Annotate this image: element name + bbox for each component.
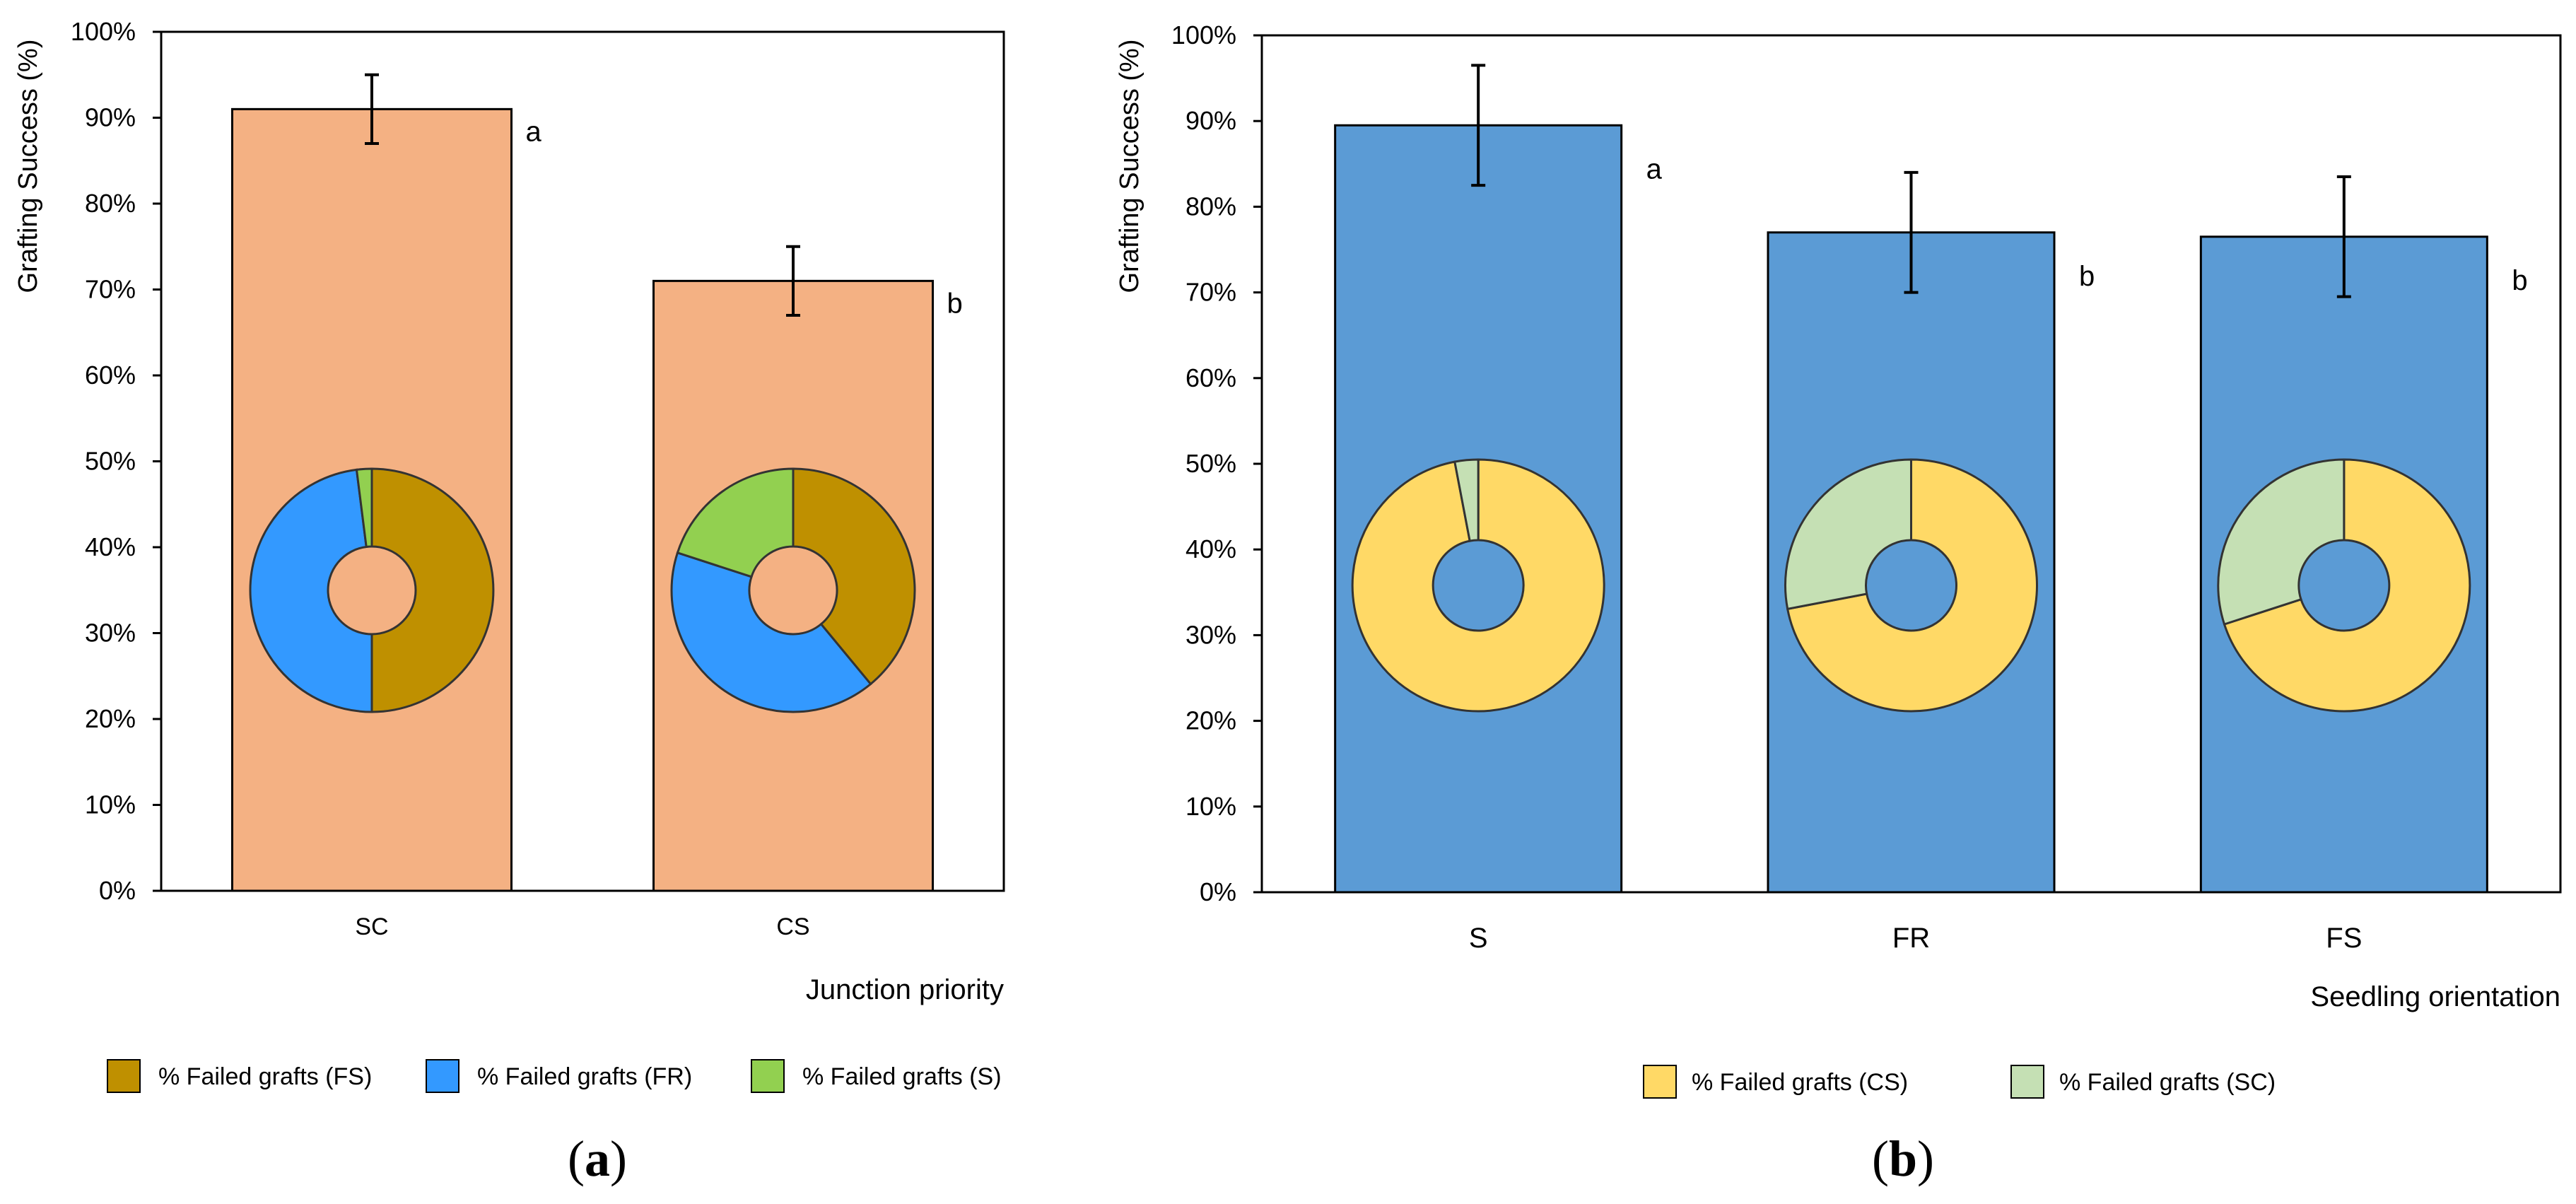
panel-b-error-bar-S <box>1471 64 1486 187</box>
panel-a-ytick-label: 50% <box>85 447 136 476</box>
panel-b-category-label-FS: FS <box>2326 923 2362 954</box>
panel-b-donut-slice-S-0 <box>1351 458 1605 713</box>
panel-a-ytick-label: 0% <box>99 876 136 905</box>
panel-a-ytick-label: 20% <box>85 704 136 733</box>
panel-b-donut-slice-FS-1 <box>2217 458 2346 626</box>
panel-b-donut-FR <box>1784 458 2038 713</box>
panel-b-legend-label: % Failed grafts (SC) <box>2059 1069 2276 1096</box>
panel-b-ytick-label: 40% <box>1185 534 1236 563</box>
panel-b-legend-swatch <box>2010 1065 2044 1099</box>
panel-b-ytick-label: 10% <box>1185 792 1236 821</box>
panel-b-donut-slice-S-1 <box>1453 458 1480 542</box>
panel-a-donut-slice-CS-1 <box>670 551 872 713</box>
panel-b-ytick-label: 80% <box>1185 192 1236 221</box>
panel-b-donut-S <box>1351 458 1605 713</box>
panel-b-caption-label: b <box>1889 1130 1917 1187</box>
panel-a-legend-label: % Failed grafts (FR) <box>477 1063 692 1090</box>
panel-b-category-label-S: S <box>1469 923 1488 954</box>
panel-a-donut-slice-SC-2 <box>355 467 373 549</box>
panel-a-ytick-label: 80% <box>85 189 136 218</box>
panel-a-ytick-label: 10% <box>85 790 136 819</box>
panel-a-xlabel: Junction priority <box>806 974 1004 1005</box>
panel-a-donut-slice-CS-0 <box>792 467 916 686</box>
panel-b-donut-slice-FR-0 <box>1786 458 2038 713</box>
panel-b-significance-S: a <box>1646 153 1663 185</box>
panel-a-ytick-label: 30% <box>85 619 136 648</box>
panel-b-xlabel: Seedling orientation <box>2310 981 2560 1012</box>
panel-a-ytick-label: 60% <box>85 361 136 390</box>
panel-a-legend-label: % Failed grafts (S) <box>802 1063 1002 1090</box>
panel-b-ytick-label: 20% <box>1185 706 1236 735</box>
panel-b-legend-item: % Failed grafts (CS) <box>1643 1065 1908 1099</box>
panel-b-ytick-label: 60% <box>1185 363 1236 392</box>
panel-b-ytick-label: 90% <box>1185 106 1236 135</box>
panel-b-ylabel: Grafting Success (%) <box>1115 40 1144 293</box>
panel-a-legend-swatch <box>751 1059 785 1093</box>
panel-a-legend-item: % Failed grafts (S) <box>751 1059 1002 1093</box>
panel-b-caption: (b) <box>1872 1130 1934 1187</box>
panel-b-category-label-FR: FR <box>1892 923 1930 954</box>
panel-a-category-label-CS: CS <box>776 913 809 940</box>
panel-b-legend-label: % Failed grafts (CS) <box>1692 1069 1908 1096</box>
panel-a-error-bar-SC <box>365 73 379 145</box>
panel-a-caption-label: a <box>585 1130 610 1187</box>
panel-a-donut-SC <box>249 467 495 713</box>
panel-a-chart: Grafting Success (%) Junction priority %… <box>13 17 1005 1187</box>
panel-b-error-bar-FR <box>1904 170 1919 294</box>
panel-a-legend-swatch <box>426 1059 459 1093</box>
panel-a-legend-item: % Failed grafts (FR) <box>426 1059 692 1093</box>
panel-b-ytick-label: 50% <box>1185 449 1236 478</box>
panel-a-ytick-label: 40% <box>85 532 136 561</box>
panel-a-legend: % Failed grafts (FS) % Failed grafts (FR)… <box>107 1059 1002 1093</box>
panel-a-donut-slice-CS-2 <box>676 467 795 578</box>
panel-b-significance-FR: b <box>2079 261 2095 292</box>
panel-a-legend-label: % Failed grafts (FS) <box>158 1063 372 1090</box>
panel-a-ytick-label: 100% <box>71 17 136 46</box>
panel-b-ytick-label: 30% <box>1185 620 1236 649</box>
panel-b-significance-FS: b <box>2512 265 2527 296</box>
panel-a-ytick-label: 70% <box>85 275 136 304</box>
panel-a-caption: (a) <box>568 1130 627 1187</box>
panel-a-legend-item: % Failed grafts (FS) <box>107 1059 372 1093</box>
panel-a-ytick-label: 90% <box>85 103 136 132</box>
panel-a-legend-swatch <box>107 1059 141 1093</box>
panel-b-error-bar-FS <box>2336 175 2351 298</box>
panel-b-donut-slice-FS-0 <box>2223 458 2471 713</box>
panel-b-ytick-label: 70% <box>1185 278 1236 307</box>
panel-b-chart: Grafting Success (%) Seedling orientatio… <box>1115 21 2562 1187</box>
panel-a-significance-SC: a <box>526 116 542 147</box>
panel-a-error-bar-CS <box>786 245 800 317</box>
panel-b-legend-swatch <box>1643 1065 1677 1099</box>
panel-a-category-label-SC: SC <box>355 913 388 940</box>
panel-a-donut-slice-SC-1 <box>249 468 373 713</box>
panel-a-significance-CS: b <box>947 288 963 319</box>
panel-b-donut-FS <box>2217 458 2471 713</box>
panel-b-legend: % Failed grafts (CS) % Failed grafts (SC) <box>1643 1065 2276 1099</box>
panel-b-donut-slice-FR-1 <box>1784 458 1912 611</box>
panel-b-legend-item: % Failed grafts (SC) <box>2010 1065 2276 1099</box>
panel-a-donut-CS <box>670 467 916 713</box>
panel-a-donut-slice-SC-0 <box>370 467 495 713</box>
panel-b-ytick-label: 100% <box>1171 21 1236 49</box>
panel-a-ylabel: Grafting Success (%) <box>13 40 43 293</box>
panel-b-ytick-label: 0% <box>1200 877 1236 906</box>
